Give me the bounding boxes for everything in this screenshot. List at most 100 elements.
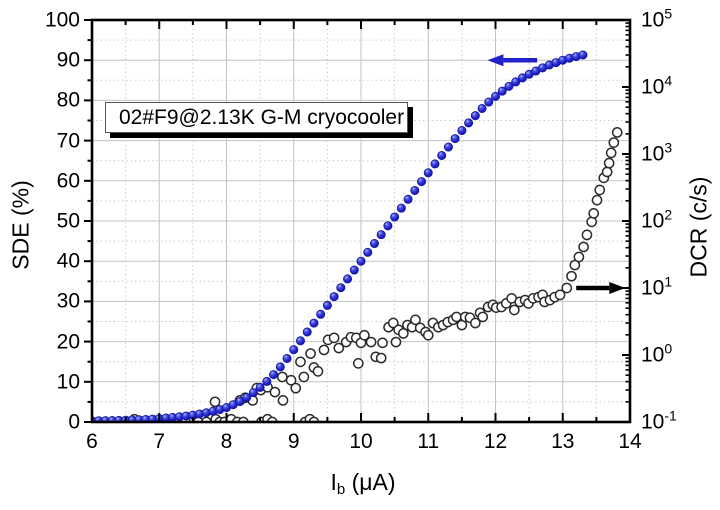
sde-data-point [504, 81, 514, 91]
dcr-data-point [298, 371, 310, 383]
y-right-tick-label: 103 [641, 139, 673, 166]
dcr-data-point [276, 371, 288, 383]
dcr-data-point [398, 328, 409, 339]
dcr-data-point [554, 289, 566, 301]
dcr-data-point [588, 208, 600, 219]
dcr-data-point [285, 374, 297, 386]
sde-data-point [343, 274, 353, 284]
y-left-tick-label: 50 [56, 209, 80, 233]
sde-data-point [430, 159, 440, 169]
y-right-tick-label: 101 [641, 273, 673, 300]
dcr-data-point [209, 396, 221, 408]
sde-data-point [403, 194, 413, 204]
sde-data-point [322, 300, 332, 310]
y-left-tick-label: 40 [56, 249, 80, 273]
x-tick-label: 9 [287, 430, 300, 453]
dcr-data-point [469, 317, 481, 329]
sde-data-point [396, 203, 406, 213]
dcr-data-point [566, 270, 577, 282]
y-left-tick-label: 80 [56, 88, 80, 112]
x-axis-title: Ib (μA) [330, 469, 395, 498]
y-axis-title-right: DCR (c/s) [685, 176, 712, 278]
sde-data-point [262, 376, 272, 386]
x-tick-label: 10 [349, 430, 373, 453]
dcr-data-point [581, 229, 593, 241]
sde-data-point [470, 111, 480, 121]
sde-data-point [302, 327, 312, 337]
dcr-data-point [312, 366, 324, 377]
y-right-tick-label: 10-1 [641, 407, 677, 434]
x-tick-label: 13 [551, 430, 575, 453]
sde-data-point [282, 353, 292, 363]
x-axis-title-symbol: I [330, 469, 337, 495]
sde-data-point [363, 247, 373, 257]
dcr-arrow [576, 282, 626, 294]
y-right-tick-label: 105 [641, 5, 673, 32]
sde-data-point [437, 150, 447, 160]
sde-arrow [487, 54, 538, 67]
x-tick-label: 11 [417, 430, 440, 453]
y-left-tick-label: 20 [56, 330, 80, 354]
dcr-data-point [561, 282, 573, 294]
sde-data-point [511, 77, 521, 87]
dcr-data-point [611, 127, 623, 138]
dcr-data-point [377, 337, 388, 349]
sde-data-point [417, 177, 427, 187]
sde-data-point [497, 86, 507, 96]
sde-data-point [443, 142, 453, 152]
x-tick-label: 12 [483, 430, 508, 453]
x-tick-label: 6 [86, 430, 98, 453]
sde-data-point [329, 292, 339, 302]
y-left-tick-label: 90 [56, 48, 80, 72]
dcr-data-point [318, 344, 330, 356]
dcr-data-point [410, 314, 421, 326]
sde-data-point [477, 103, 487, 113]
axis-ticks [84, 19, 631, 423]
dcr-data-point [603, 157, 615, 169]
sde-data-point [390, 212, 400, 222]
y-right-tick-label: 102 [641, 206, 673, 233]
sde-data-point [410, 185, 420, 195]
dcr-data-point [352, 358, 364, 369]
y-left-tick-label: 30 [56, 289, 80, 313]
sde-data-point [369, 239, 379, 249]
sde-data-point [376, 230, 386, 240]
dcr-data-point [365, 336, 377, 348]
annotation-text: 02#F9@2.13K G-M cryocooler [119, 106, 405, 129]
dcr-data-point [477, 311, 489, 323]
y-left-tick-label: 100 [44, 8, 80, 32]
dcr-data-point [608, 137, 620, 148]
y-left-tick-label: 0 [68, 410, 80, 434]
dcr-data-point [305, 348, 316, 359]
dcr-data-point [601, 166, 613, 178]
dcr-data-point [290, 382, 302, 394]
sde-data-point [269, 370, 279, 380]
sde-data-point [336, 283, 346, 293]
sde-data-point [423, 168, 433, 178]
sde-data-point [295, 336, 305, 346]
x-axis-title-subscript: b [336, 481, 346, 498]
sde-data-point [255, 382, 265, 392]
x-tick-label: 7 [153, 430, 166, 453]
sde-data-point [248, 388, 258, 398]
dcr-data-point [333, 342, 345, 354]
sde-data-point [464, 118, 474, 128]
sde-data-point [275, 362, 285, 372]
sde-data-point [242, 392, 252, 402]
dcr-data-point [422, 329, 434, 341]
dcr-data-point [269, 386, 281, 398]
x-tick-label: 8 [220, 430, 233, 453]
y-left-tick-label: 70 [56, 129, 80, 153]
sde-data-point [383, 221, 393, 231]
sde-data-point [235, 396, 245, 406]
sde-data-point [349, 265, 359, 275]
dcr-data-point [295, 356, 306, 368]
dcr-data-point [359, 329, 370, 341]
y-left-tick-label: 60 [56, 169, 80, 193]
annotation-box: 02#F9@2.13K G-M cryocooler [105, 102, 408, 133]
dcr-data-point [387, 317, 399, 329]
dcr-data-point [375, 352, 387, 364]
dcr-data-point [390, 336, 402, 348]
